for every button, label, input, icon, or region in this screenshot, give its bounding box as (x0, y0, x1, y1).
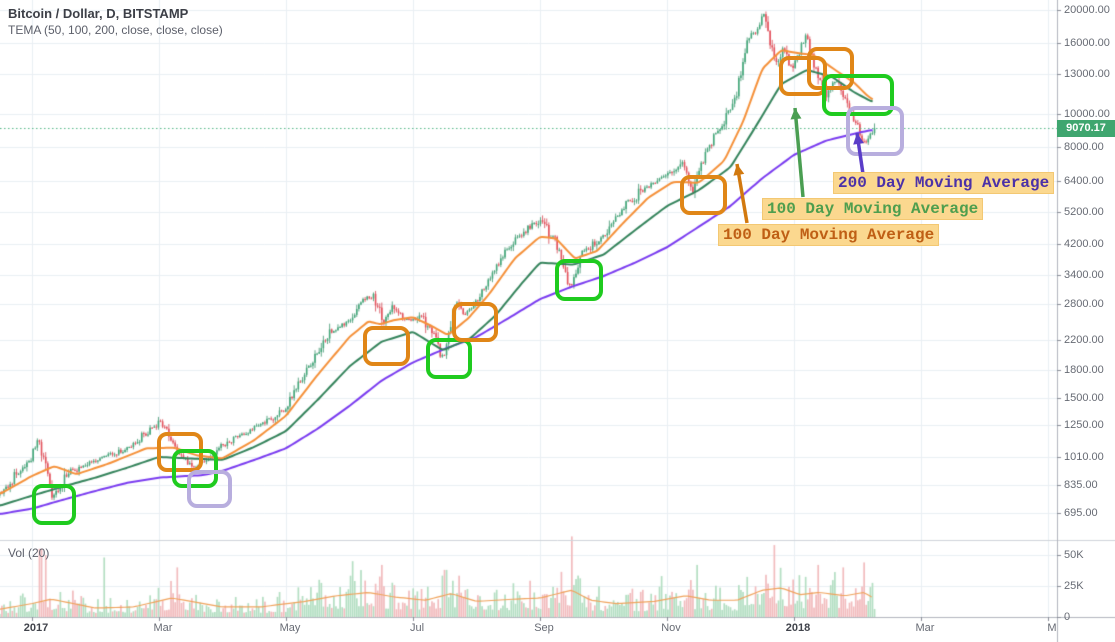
price-tick-label: 1010.00 (1064, 450, 1104, 463)
time-tick-label: 2017 (23, 622, 49, 634)
highlight-box-5[interactable] (363, 326, 410, 366)
indicator-label[interactable]: TEMA (50, 100, 200, close, close, close) (8, 23, 223, 37)
price-tick-label: 10000.00 (1064, 107, 1110, 120)
volume-tick-label: 0 (1064, 611, 1071, 623)
price-axis[interactable]: 20000.00 16000.00 13000.00 10000.00 8000.00 6… (1058, 0, 1115, 623)
highlight-box-7[interactable] (452, 302, 498, 342)
highlight-box-12[interactable] (822, 74, 894, 116)
time-axis[interactable]: 2017 Mar May Jul Sep Nov 2018 Mar M (0, 618, 1115, 642)
symbol-title[interactable]: Bitcoin / Dollar, D, BITSTAMP (8, 6, 189, 21)
time-tick-label: May (279, 622, 301, 634)
highlight-box-3[interactable] (172, 449, 218, 488)
last-price-badge: 9070.17 (1057, 120, 1115, 137)
price-tick-label: 695.00 (1064, 506, 1098, 519)
price-tick-label: 1250.00 (1064, 419, 1104, 432)
highlight-box-9[interactable] (680, 175, 727, 215)
price-tick-label: 16000.00 (1064, 37, 1110, 50)
price-tick-label: 3400.00 (1064, 269, 1104, 282)
time-tick-label: Mar (915, 622, 935, 634)
highlight-box-1[interactable] (32, 484, 76, 525)
price-tick-label: 6400.00 (1064, 174, 1104, 187)
volume-tick-label: 25K (1064, 580, 1084, 592)
volume-tick-label: 50K (1064, 549, 1084, 561)
highlight-box-8[interactable] (555, 259, 603, 301)
highlight-box-4[interactable] (187, 470, 232, 508)
price-tick-label: 2200.00 (1064, 334, 1104, 347)
time-tick-label: Jul (409, 622, 425, 634)
price-tick-label: 835.00 (1064, 479, 1098, 492)
price-tick-label: 2800.00 (1064, 298, 1104, 311)
price-tick-label: 20000.00 (1064, 4, 1110, 16)
time-tick-label: Nov (661, 622, 681, 634)
volume-indicator-label[interactable]: Vol (20) (8, 546, 50, 560)
price-tick-label: 1500.00 (1064, 391, 1104, 404)
annotation-100-day-ma-green[interactable]: 100 Day Moving Average (762, 198, 984, 220)
chart-legend: Bitcoin / Dollar, D, BITSTAMP TEMA (50, … (8, 5, 223, 38)
price-tick-label: 1800.00 (1064, 364, 1104, 377)
annotation-200-day-ma[interactable]: 200 Day Moving Average (833, 172, 1055, 194)
price-tick-label: 5200.00 (1064, 205, 1104, 218)
time-tick-label: M (1047, 622, 1057, 634)
highlight-box-6[interactable] (426, 338, 472, 379)
time-tick-label: Mar (153, 622, 173, 634)
time-tick-label: 2018 (785, 622, 811, 634)
time-tick-label: Sep (534, 622, 554, 634)
highlight-box-13[interactable] (846, 106, 904, 156)
annotation-100-day-ma-orange[interactable]: 100 Day Moving Average (718, 224, 940, 246)
highlight-box-11[interactable] (807, 47, 854, 90)
price-tick-label: 13000.00 (1064, 68, 1110, 81)
price-tick-label: 8000.00 (1064, 141, 1104, 154)
price-tick-label: 4200.00 (1064, 237, 1104, 250)
